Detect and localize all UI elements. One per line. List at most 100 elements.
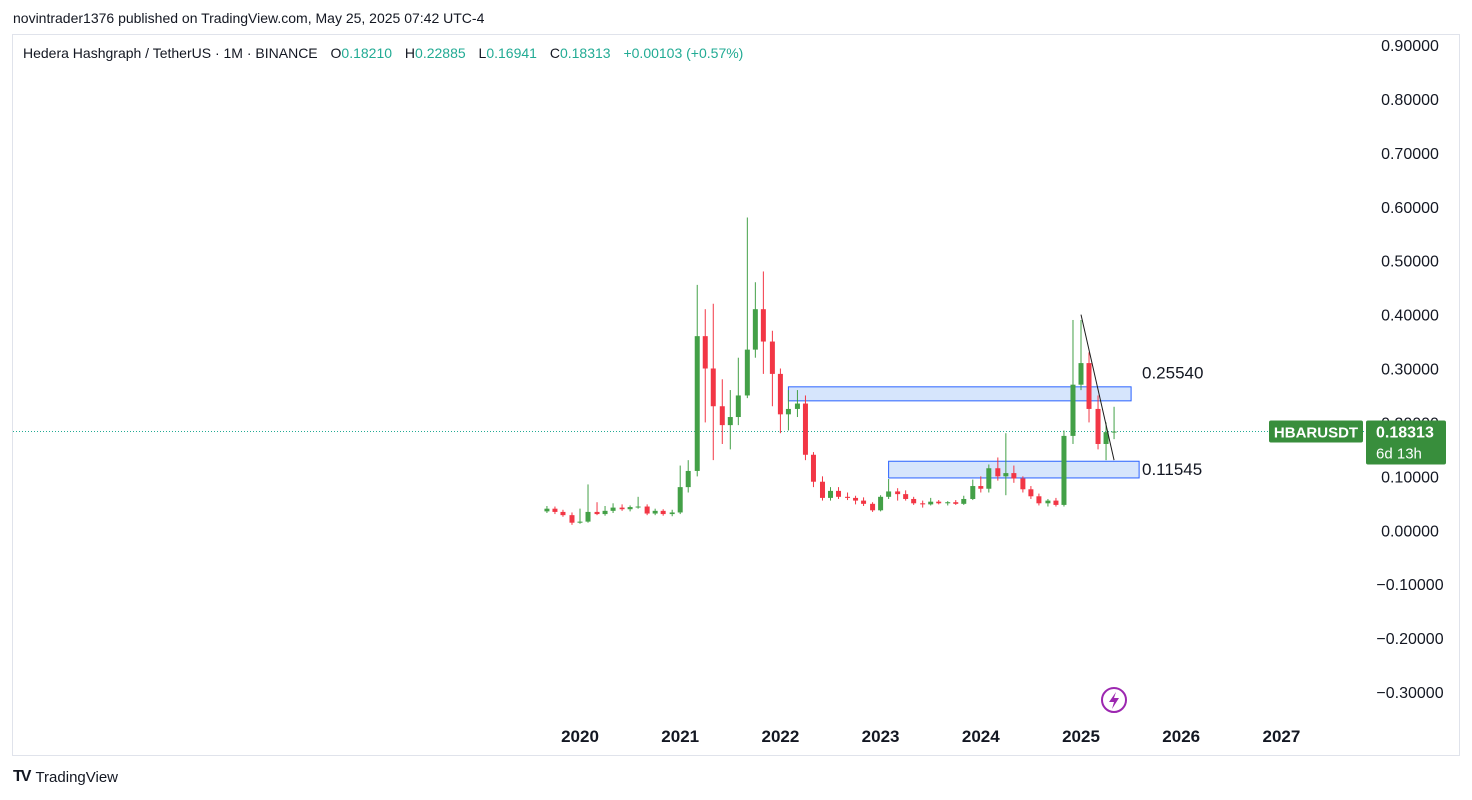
candle-body[interactable] [810,454,816,482]
candle-body[interactable] [1078,363,1084,385]
candle-body[interactable] [978,486,984,489]
candle-body[interactable] [819,481,825,498]
candle-body[interactable] [694,336,700,471]
candle-body[interactable] [727,417,733,426]
y-tick-label: 0.90000 [1381,38,1439,55]
candle-body[interactable] [719,406,725,426]
candle-body[interactable] [560,511,566,516]
candle-body[interactable] [644,506,650,514]
candle-body[interactable] [802,403,808,455]
candle-body[interactable] [594,511,600,515]
candle-body[interactable] [702,336,708,369]
candle-body[interactable] [1003,473,1009,477]
symbol-badge[interactable] [1269,420,1363,443]
price-badge-value: 0.18313 [1376,425,1434,442]
candle-body[interactable] [669,512,675,515]
candle-body[interactable] [828,490,833,498]
chart-legend: Hedera Hashgraph / TetherUS · 1M · BINAN… [23,45,743,61]
candle-body[interactable] [660,510,666,515]
legend-low-key: L [478,45,487,61]
candle-body[interactable] [1061,435,1067,505]
candle-body[interactable] [1011,473,1017,479]
candle-body[interactable] [1028,489,1034,497]
candle-body[interactable] [1070,384,1076,436]
x-tick-label: 2023 [862,727,900,746]
candle-body[interactable] [845,496,851,498]
candle-body[interactable] [1095,408,1101,444]
candle-body[interactable] [710,368,716,407]
legend-low-value: 0.16941 [486,45,537,61]
candle-body[interactable] [928,501,934,505]
candle-body[interactable] [544,508,550,512]
price-badge[interactable] [1366,420,1446,465]
candle-body[interactable] [1111,431,1117,433]
candle-body[interactable] [870,503,876,511]
candle-body[interactable] [627,507,633,510]
candle-body[interactable] [1020,478,1026,490]
candle-body[interactable] [920,503,926,505]
candle-body[interactable] [1103,432,1109,444]
trendline[interactable] [1080,314,1115,461]
y-tick-label: 0.30000 [1381,362,1439,379]
legend-symbol[interactable]: Hedera Hashgraph / TetherUS · 1M · BINAN… [23,45,318,61]
lightning-icon-glyph [1109,692,1119,709]
candle-body[interactable] [569,515,575,523]
y-tick-label: 0.00000 [1381,523,1439,540]
candle-body[interactable] [936,501,942,504]
legend-open-value: 0.18210 [341,45,393,61]
candle-body[interactable] [945,502,951,504]
candle-body[interactable] [895,491,901,495]
y-tick-label: −0.10000 [1376,577,1443,594]
candle-body[interactable] [1086,363,1092,409]
x-tick-label: 2024 [962,727,1000,746]
candle-body[interactable] [610,507,616,511]
y-tick-label: 0.80000 [1381,92,1439,109]
candle-body[interactable] [836,490,842,497]
candle-body[interactable] [652,510,658,514]
candle-body[interactable] [769,341,775,374]
candle-body[interactable] [552,508,558,512]
y-tick-label: 0.40000 [1381,308,1439,325]
x-tick-label: 2021 [661,727,699,746]
symbol-badge-label: HBARUSDT [1274,425,1358,442]
candle-body[interactable] [744,349,750,396]
candle-body[interactable] [577,521,583,523]
candle-body[interactable] [735,395,741,418]
candle-body[interactable] [1036,496,1042,504]
candle-body[interactable] [961,498,967,504]
legend-high-key: H [404,45,416,61]
candle-body[interactable] [602,510,608,515]
candle-body[interactable] [677,487,683,513]
brand-name: TradingView [35,768,118,786]
candle-body[interactable] [685,470,691,488]
candle-body[interactable] [585,511,591,522]
candle-body[interactable] [635,506,641,508]
brand-footer[interactable]: TV TradingView [13,768,118,786]
candle-body[interactable] [970,486,976,499]
candle-body[interactable] [1053,500,1059,505]
supply-zone-rect[interactable] [787,386,1132,402]
price-badge-countdown: 6d 13h [1376,446,1422,463]
candle-body[interactable] [777,373,783,415]
candle-body[interactable] [995,468,1001,477]
candle-body[interactable] [986,468,992,489]
candle-body[interactable] [1045,500,1051,504]
level-label-lower: 0.11545 [1142,460,1202,479]
candle-body[interactable] [886,491,892,497]
candle-body[interactable] [752,309,758,350]
candle-body[interactable] [861,500,867,504]
candle-body[interactable] [953,502,959,504]
candle-body[interactable] [903,494,909,499]
tradingview-logo-icon: TV [13,768,32,785]
candle-body[interactable] [911,498,917,504]
candle-body[interactable] [794,403,800,409]
candle-body[interactable] [760,309,766,342]
legend-close-key: C [549,45,560,61]
lightning-icon[interactable] [1101,687,1127,713]
x-tick-label: 2026 [1162,727,1200,746]
candle-body[interactable] [785,408,791,415]
candle-body[interactable] [619,507,625,510]
candle-body[interactable] [853,497,859,501]
candle-body[interactable] [878,496,884,511]
